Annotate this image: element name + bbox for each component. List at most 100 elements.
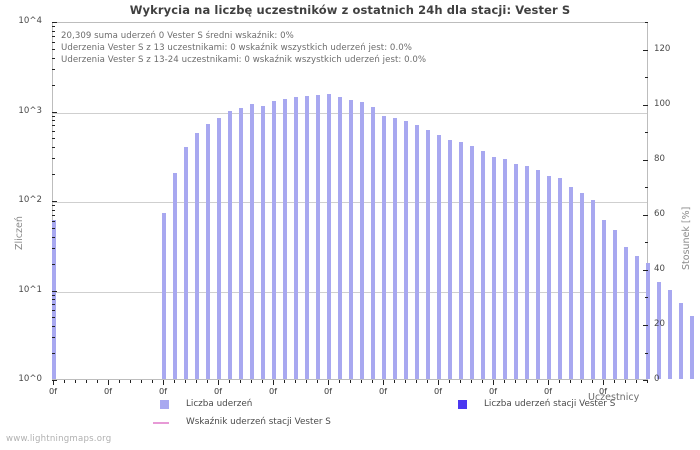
y2-tick-label: 20 — [654, 318, 665, 329]
bar — [239, 107, 243, 379]
x-axis-title: Uczestnicy — [588, 392, 640, 403]
y-tick-minor — [52, 304, 55, 306]
plot-area: 20,309 suma uderzeń 0 Vester S średni ws… — [52, 22, 694, 380]
bar — [228, 111, 232, 379]
x-tick-minor — [240, 380, 241, 383]
x-tick-minor — [372, 380, 373, 383]
bar — [492, 157, 496, 379]
bar — [404, 121, 408, 379]
bar — [624, 246, 628, 379]
bar — [393, 117, 397, 379]
y-tick-minor — [52, 227, 55, 229]
bar — [448, 139, 452, 379]
x-tick-minor — [394, 380, 395, 383]
x-tick-major — [328, 380, 329, 385]
x-tick-label: 0f — [323, 386, 333, 396]
y-axis-title: Zliczeń — [14, 216, 25, 250]
x-tick-label: 0f — [48, 386, 58, 396]
bar — [657, 282, 661, 379]
y-tick-minor — [52, 317, 55, 319]
x-tick-minor — [64, 380, 65, 383]
x-tick-minor — [592, 380, 593, 383]
x-tick-minor — [350, 380, 351, 383]
x-tick-major — [383, 380, 384, 385]
y2-tick-label: 120 — [654, 43, 671, 54]
x-tick-major — [273, 380, 274, 385]
y2-tick-major — [643, 324, 648, 326]
bar — [525, 166, 529, 379]
bar — [481, 151, 485, 379]
legend: Liczba uderzeń Liczba uderzeń stacji Vest… — [0, 396, 700, 428]
bar — [668, 289, 672, 379]
y2-tick-major — [643, 214, 648, 216]
x-tick-minor — [251, 380, 252, 383]
x-tick-label: 0f — [378, 386, 388, 396]
y2-tick-major — [643, 269, 648, 271]
x-tick-minor — [460, 380, 461, 383]
x-tick-minor — [449, 380, 450, 383]
legend-label: Liczba uderzeń — [186, 399, 253, 409]
x-tick-minor — [141, 380, 142, 383]
bar — [580, 192, 584, 379]
y2-tick-minor — [645, 132, 648, 134]
x-tick-minor — [570, 380, 571, 383]
x-tick-label: 0f — [543, 386, 553, 396]
y2-tick-major — [643, 104, 648, 106]
y2-tick-minor — [645, 242, 648, 244]
bar — [162, 212, 166, 379]
x-tick-label: 0f — [433, 386, 443, 396]
x-tick-minor — [361, 380, 362, 383]
x-tick-minor — [86, 380, 87, 383]
bar — [283, 98, 287, 379]
bar — [569, 186, 573, 379]
y2-tick-major — [643, 380, 648, 381]
bar — [679, 303, 683, 379]
bar — [437, 135, 441, 379]
bar — [371, 107, 375, 379]
legend-color-swatch — [160, 400, 169, 409]
bar — [547, 176, 551, 379]
y-tick-minor — [52, 263, 55, 265]
y2-tick-minor — [645, 22, 648, 23]
x-tick-label: 0f — [488, 386, 498, 396]
x-tick-major — [53, 380, 54, 385]
y-tick-minor — [52, 147, 55, 149]
x-tick-minor — [317, 380, 318, 383]
bar — [415, 124, 419, 379]
x-tick-minor — [196, 380, 197, 383]
y-tick-minor — [52, 247, 55, 249]
x-tick-minor — [97, 380, 98, 383]
bar — [305, 95, 309, 379]
y-tick-minor — [52, 84, 55, 86]
x-tick-label: 0f — [103, 386, 113, 396]
y-tick-minor — [52, 337, 55, 339]
x-tick-minor — [636, 380, 637, 383]
y-tick-major — [52, 22, 57, 23]
x-tick-minor — [284, 380, 285, 383]
bar — [558, 178, 562, 379]
y2-tick-minor — [645, 77, 648, 79]
y2-tick-label: 40 — [654, 263, 665, 274]
x-tick-minor — [416, 380, 417, 383]
y-tick-major — [52, 111, 57, 113]
y2-tick-minor — [645, 187, 648, 189]
y-tick-minor — [52, 35, 55, 37]
x-tick-minor — [295, 380, 296, 383]
bar — [261, 106, 265, 379]
watermark: www.lightningmaps.org — [6, 434, 112, 444]
y-tick-major — [52, 290, 57, 292]
x-tick-minor — [581, 380, 582, 383]
bar — [602, 219, 606, 379]
y2-axis-title: Stosunek [%] — [681, 206, 692, 270]
bar — [184, 147, 188, 379]
x-tick-label: 0f — [598, 386, 608, 396]
y-tick-minor — [52, 41, 55, 43]
legend-color-swatch — [458, 400, 467, 409]
bar — [690, 316, 694, 379]
y-tick-minor — [52, 120, 55, 122]
y-tick-minor — [52, 353, 55, 355]
bar — [349, 100, 353, 379]
y-tick-minor — [52, 294, 55, 296]
y-tick-minor — [52, 205, 55, 207]
